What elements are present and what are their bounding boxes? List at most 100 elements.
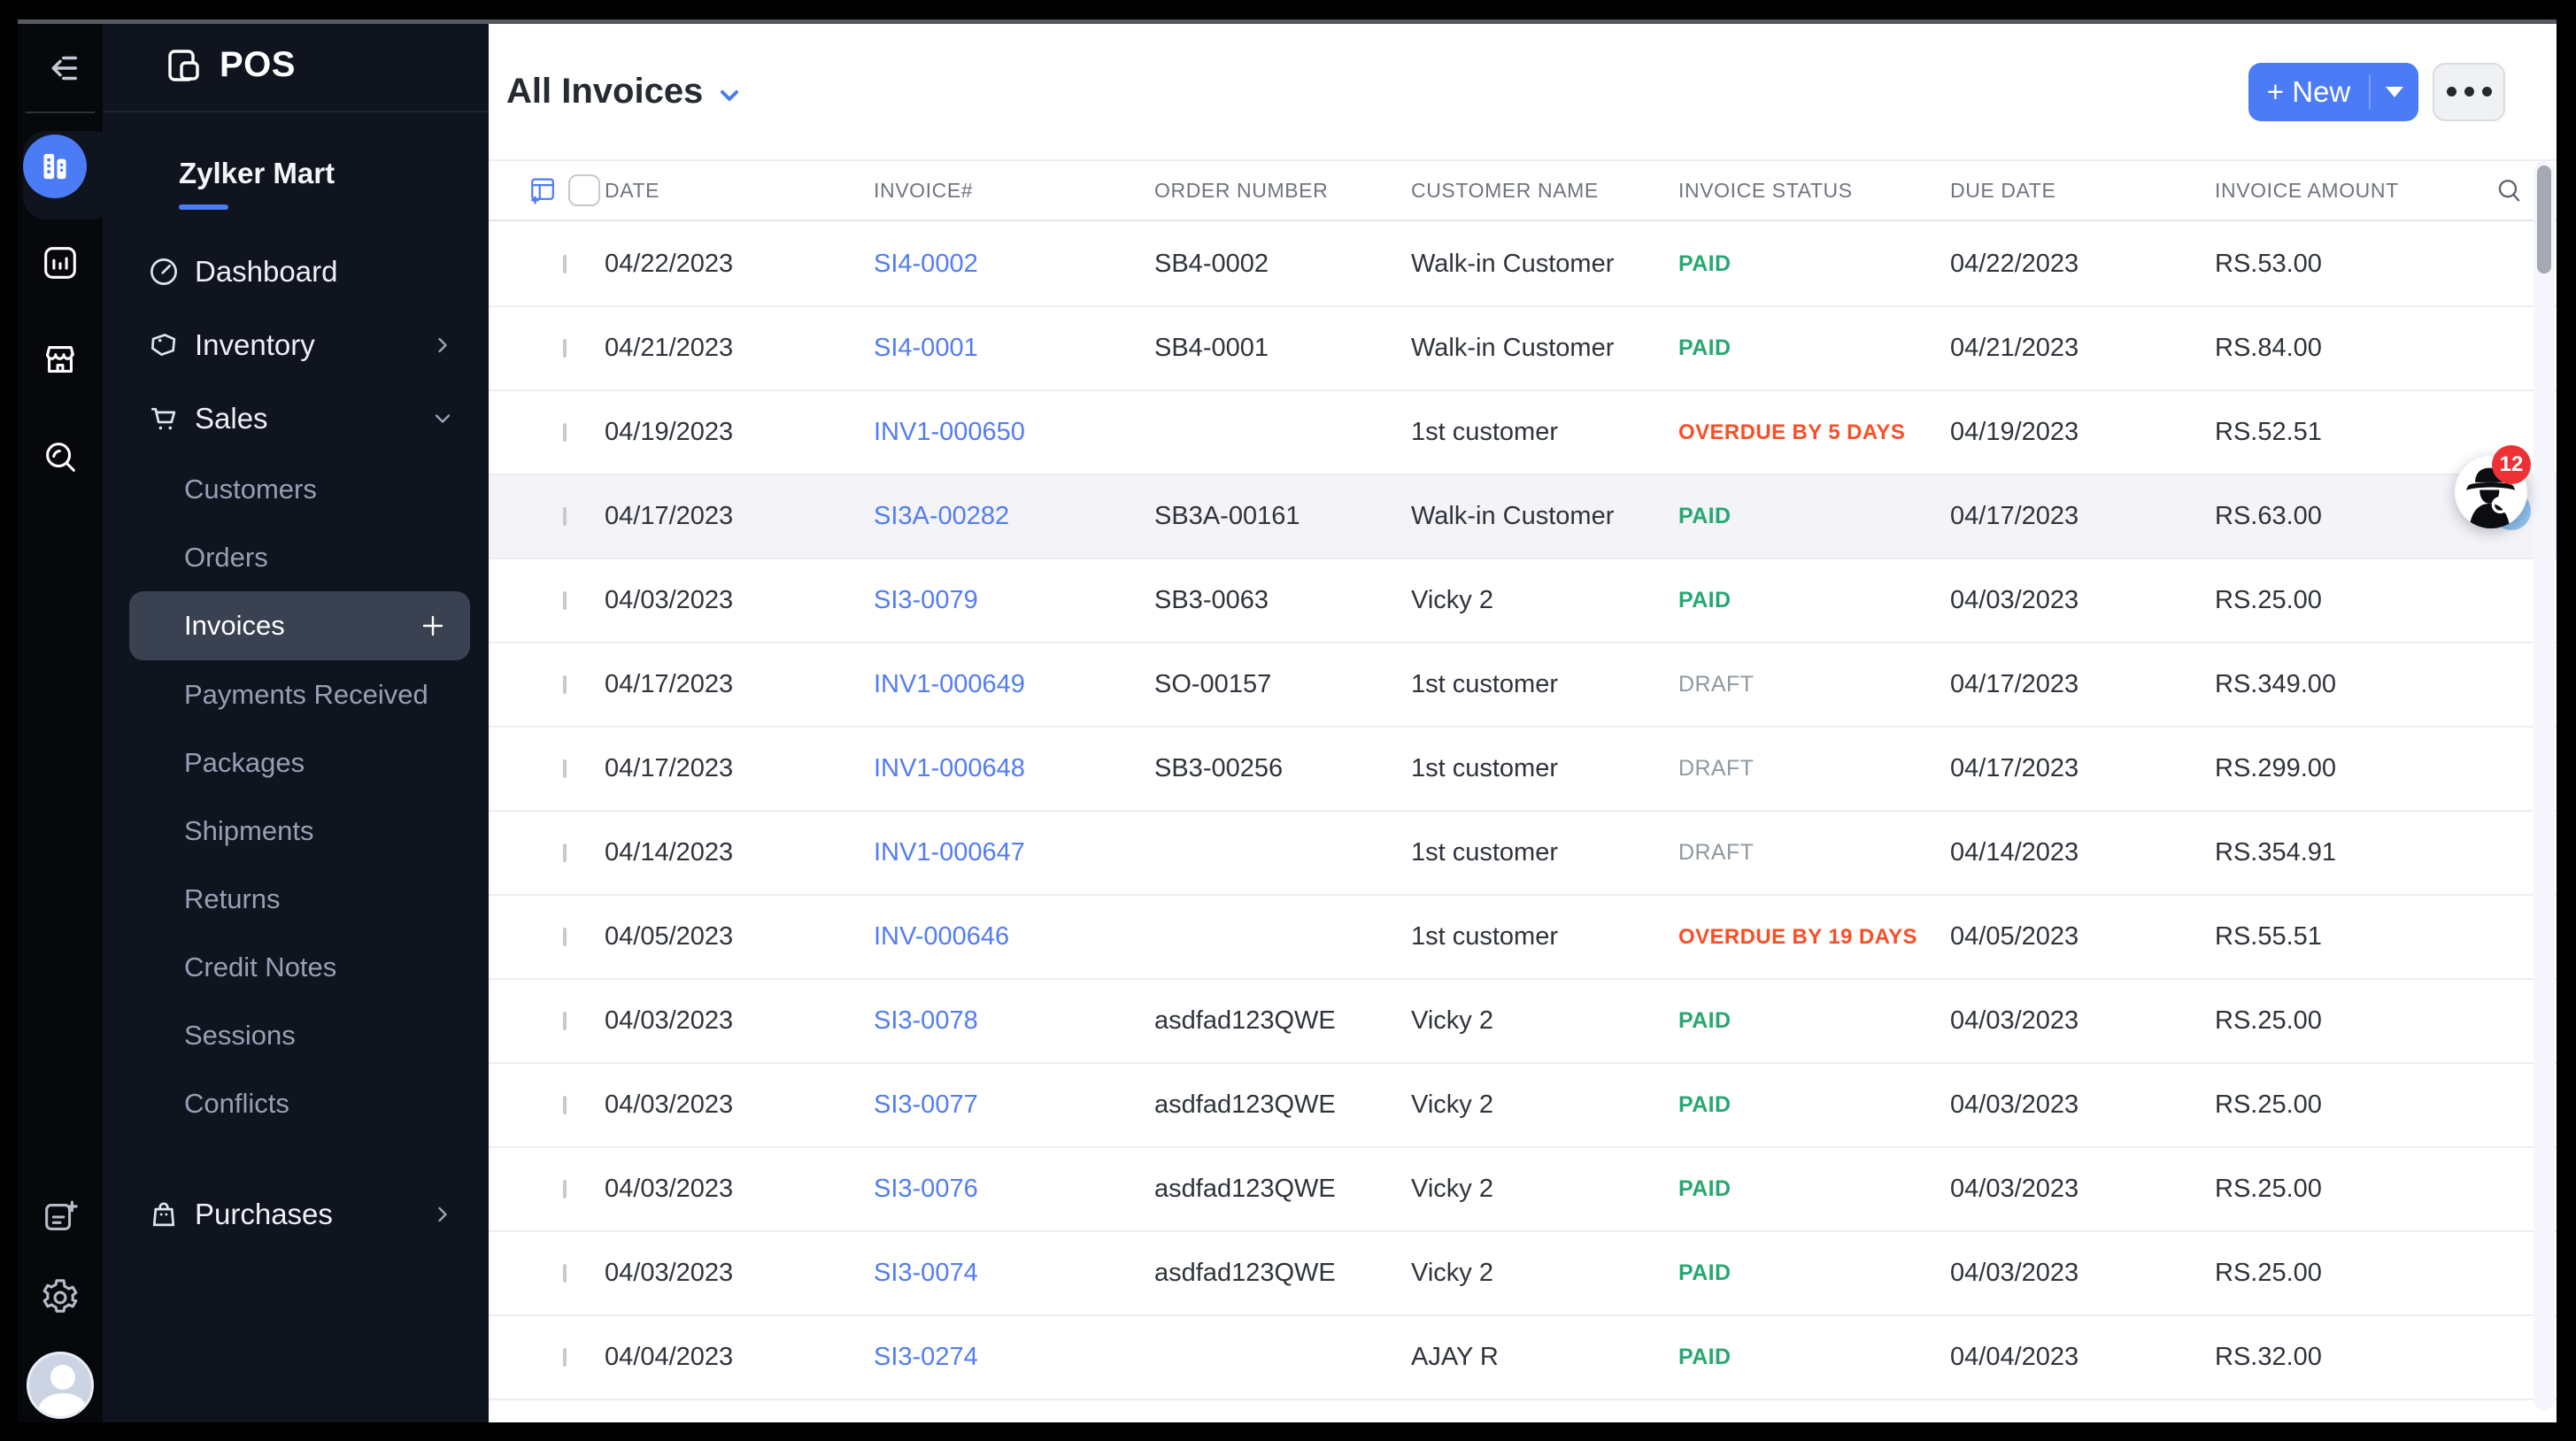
new-invoice-button[interactable]: + New: [2248, 62, 2418, 121]
invoice-link[interactable]: SI4-0001: [874, 334, 978, 362]
view-selector-chevron-down-icon[interactable]: [715, 81, 744, 110]
row-checkbox[interactable]: [563, 254, 567, 274]
user-avatar[interactable]: [27, 1352, 94, 1419]
reports-icon[interactable]: [40, 243, 81, 283]
invoice-link[interactable]: SI3-0076: [874, 1175, 978, 1203]
row-checkbox[interactable]: [563, 422, 567, 442]
sidebar-item-returns[interactable]: Returns: [103, 865, 489, 933]
table-columns-icon[interactable]: [528, 175, 558, 205]
row-checkbox[interactable]: [563, 759, 567, 778]
invoice-link[interactable]: INV1-000649: [874, 670, 1025, 698]
cell-date: 04/03/2023: [605, 1006, 734, 1035]
table-row[interactable]: 04/17/2023 INV1-000648 SB3-00256 1st cus…: [489, 728, 2557, 812]
sidebar-item-sales[interactable]: Sales: [103, 381, 489, 455]
sidebar-item-shipments[interactable]: Shipments: [103, 797, 489, 865]
organization-block[interactable]: Zylker Mart: [103, 112, 489, 210]
table-row[interactable]: 04/17/2023 SI3A-00282 SB3A-00161 Walk-in…: [489, 475, 2557, 559]
invoice-link[interactable]: INV1-000648: [874, 754, 1025, 782]
status-badge: PAID: [1678, 504, 1731, 528]
invoice-link[interactable]: INV-000646: [874, 922, 1010, 951]
row-checkbox[interactable]: [563, 338, 567, 358]
cell-date: 04/05/2023: [605, 922, 734, 951]
column-header-date[interactable]: DATE: [605, 178, 660, 202]
sidebar-item-sessions[interactable]: Sessions: [103, 1001, 489, 1069]
pos-logo-icon: [163, 44, 205, 87]
invoice-link[interactable]: SI3-0274: [874, 1343, 978, 1371]
column-header-invoice-status[interactable]: INVOICE STATUS: [1678, 178, 1853, 202]
new-document-icon[interactable]: [40, 1197, 81, 1237]
row-checkbox[interactable]: [563, 1347, 567, 1367]
table-row[interactable]: 04/04/2023 SI3-0274 AJAY R PAID 04/04/20…: [489, 1316, 2557, 1400]
invoice-link[interactable]: SI3-0074: [874, 1259, 978, 1287]
invoice-link[interactable]: SI3A-00282: [874, 502, 1010, 530]
sidebar-item-conflicts[interactable]: Conflicts: [103, 1069, 489, 1137]
row-checkbox[interactable]: [563, 1179, 567, 1198]
column-header-due-date[interactable]: DUE DATE: [1950, 178, 2056, 202]
collapse-sidebar-icon[interactable]: [38, 48, 82, 89]
table-row[interactable]: 04/22/2023 SI4-0002 SB4-0002 Walk-in Cus…: [489, 223, 2557, 307]
status-badge: PAID: [1678, 251, 1731, 276]
select-all-checkbox[interactable]: [568, 174, 600, 206]
new-button-divider: [2369, 74, 2371, 109]
table-row[interactable]: 04/14/2023 INV1-000647 1st customer DRAF…: [489, 812, 2557, 896]
sidebar-item-invoices[interactable]: Invoices: [129, 591, 470, 660]
sidebar-item-label: Dashboard: [195, 254, 338, 288]
table-row[interactable]: 04/05/2023 INV-000646 1st customer OVERD…: [489, 896, 2557, 980]
cell-customer-name: Walk-in Customer: [1411, 502, 1615, 530]
cell-due-date: 04/17/2023: [1950, 670, 2079, 698]
row-checkbox[interactable]: [563, 1263, 567, 1283]
settings-icon[interactable]: [40, 1277, 81, 1318]
invoice-link[interactable]: INV1-000650: [874, 418, 1025, 446]
row-checkbox[interactable]: [563, 927, 567, 946]
table-row[interactable]: 04/03/2023 SI3-0079 SB3-0063 Vicky 2 PAI…: [489, 559, 2557, 643]
row-checkbox[interactable]: [563, 506, 567, 526]
sidebar-item-purchases[interactable]: Purchases: [103, 1177, 489, 1251]
row-checkbox[interactable]: [563, 1011, 567, 1030]
app-logo-text: POS: [220, 45, 296, 84]
row-checkbox[interactable]: [563, 1095, 567, 1114]
organization-icon[interactable]: [23, 135, 87, 198]
scrollbar-thumb[interactable]: [2537, 166, 2551, 274]
column-header-order-number[interactable]: ORDER NUMBER: [1154, 178, 1329, 202]
table-row[interactable]: 04/03/2023 SI3-0077 asdfad123QWE Vicky 2…: [489, 1064, 2557, 1148]
invoice-link[interactable]: SI3-0077: [874, 1090, 978, 1119]
invoice-link[interactable]: SI3-0079: [874, 586, 978, 614]
invoice-link[interactable]: INV1-000647: [874, 838, 1025, 867]
sidebar-item-customers[interactable]: Customers: [103, 455, 489, 523]
table-row[interactable]: 04/03/2023 SI3-0074 asdfad123QWE Vicky 2…: [489, 1232, 2557, 1316]
sidebar-item-payments-received[interactable]: Payments Received: [103, 660, 489, 728]
sidebar-item-dashboard[interactable]: Dashboard: [103, 235, 489, 308]
sidebar-item-orders[interactable]: Orders: [103, 523, 489, 591]
table-search-icon[interactable]: [2493, 174, 2525, 206]
cell-customer-name: AJAY R: [1411, 1343, 1499, 1371]
assistant-fab[interactable]: 12: [2455, 445, 2531, 530]
invoice-link[interactable]: SI4-0002: [874, 250, 978, 278]
invoice-link[interactable]: SI3-0078: [874, 1006, 978, 1035]
cell-invoice-amount: RS.53.00: [2215, 250, 2322, 278]
organization-underline: [179, 204, 228, 210]
cell-date: 04/03/2023: [605, 1259, 734, 1287]
more-options-button[interactable]: [2433, 62, 2505, 121]
row-checkbox[interactable]: [563, 843, 567, 862]
sidebar-item-label: Sessions: [184, 1019, 296, 1051]
store-icon[interactable]: [40, 339, 81, 380]
row-checkbox-cell: [489, 674, 605, 694]
table-row[interactable]: 04/17/2023 INV1-000649 SO-00157 1st cust…: [489, 643, 2557, 728]
table-row[interactable]: 04/03/2023 SI3-0078 asdfad123QWE Vicky 2…: [489, 980, 2557, 1064]
sidebar-item-credit-notes[interactable]: Credit Notes: [103, 933, 489, 1001]
table-row[interactable]: 04/03/2023 SI3-0076 asdfad123QWE Vicky 2…: [489, 1148, 2557, 1232]
notification-badge: 12: [2492, 445, 2531, 484]
column-header-invoice[interactable]: INVOICE#: [874, 178, 974, 202]
table-row[interactable]: 04/21/2023 SI4-0001 SB4-0001 Walk-in Cus…: [489, 307, 2557, 391]
row-checkbox[interactable]: [563, 590, 567, 610]
sidebar-item-packages[interactable]: Packages: [103, 728, 489, 797]
row-checkbox[interactable]: [563, 674, 567, 694]
cell-invoice-amount: RS.63.00: [2215, 502, 2322, 530]
new-button-caret-icon[interactable]: [2371, 86, 2418, 97]
vertical-scrollbar[interactable]: [2534, 161, 2555, 1410]
window-top-edge: [18, 19, 2557, 24]
sidebar-item-inventory[interactable]: Inventory: [103, 308, 489, 381]
column-header-customer-name[interactable]: CUSTOMER NAME: [1411, 178, 1599, 202]
search-icon[interactable]: [40, 436, 81, 477]
table-row[interactable]: 04/19/2023 INV1-000650 1st customer OVER…: [489, 391, 2557, 475]
